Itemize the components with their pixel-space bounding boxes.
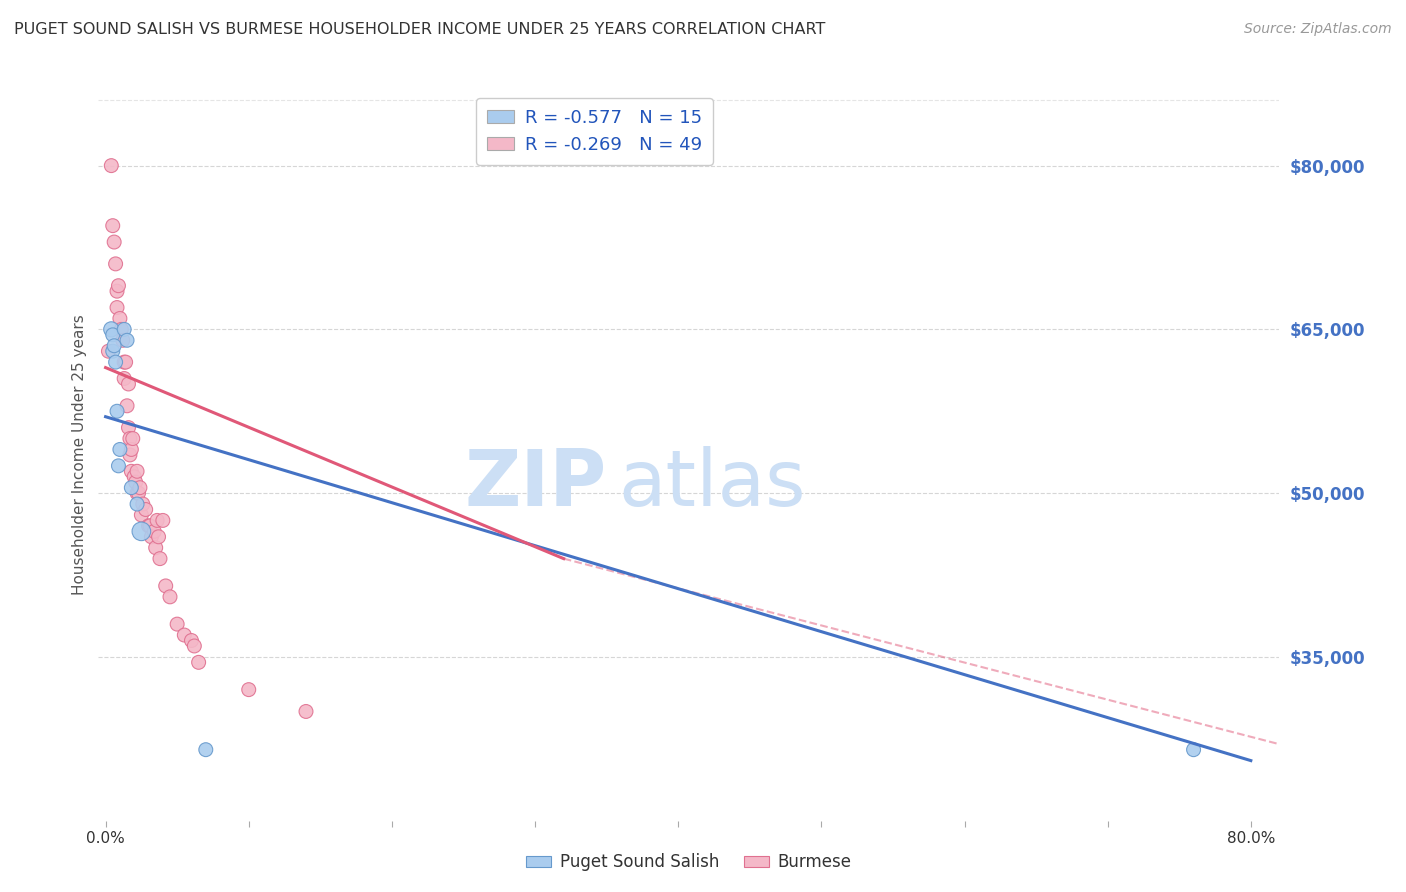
Point: [108, 442, 131, 457]
Point: [135, 502, 157, 516]
Point: [101, 327, 124, 342]
Point: [159, 590, 181, 604]
Point: [125, 497, 148, 511]
Point: [138, 519, 160, 533]
Point: [295, 705, 318, 719]
Point: [115, 399, 138, 413]
Point: [105, 284, 128, 298]
Point: [166, 617, 188, 632]
Y-axis label: Householder Income Under 25 years: Householder Income Under 25 years: [72, 315, 87, 595]
Point: [131, 508, 153, 522]
Point: [107, 458, 129, 473]
Point: [1182, 742, 1205, 756]
Point: [125, 464, 148, 478]
Point: [143, 524, 166, 539]
Point: [122, 469, 145, 483]
Point: [141, 530, 163, 544]
Point: [103, 235, 125, 249]
Point: [120, 442, 142, 457]
Point: [139, 519, 162, 533]
Text: atlas: atlas: [619, 446, 806, 522]
Point: [125, 486, 148, 500]
Point: [155, 579, 177, 593]
Point: [100, 322, 122, 336]
Point: [146, 513, 169, 527]
Point: [132, 497, 155, 511]
Point: [105, 301, 128, 315]
Point: [118, 448, 141, 462]
Point: [152, 513, 174, 527]
Point: [114, 355, 136, 369]
Point: [112, 355, 135, 369]
Point: [110, 322, 132, 336]
Text: PUGET SOUND SALISH VS BURMESE HOUSEHOLDER INCOME UNDER 25 YEARS CORRELATION CHAR: PUGET SOUND SALISH VS BURMESE HOUSEHOLDE…: [14, 22, 825, 37]
Point: [183, 639, 205, 653]
Point: [180, 633, 202, 648]
Point: [121, 432, 143, 446]
Point: [107, 278, 129, 293]
Text: Source: ZipAtlas.com: Source: ZipAtlas.com: [1244, 22, 1392, 37]
Point: [120, 481, 142, 495]
Point: [112, 322, 135, 336]
Point: [111, 333, 134, 347]
Point: [117, 420, 139, 434]
Point: [149, 551, 172, 566]
Point: [131, 524, 153, 539]
Point: [104, 257, 127, 271]
Point: [173, 628, 195, 642]
Point: [120, 464, 142, 478]
Point: [194, 742, 217, 756]
Point: [238, 682, 260, 697]
Point: [117, 376, 139, 391]
Point: [108, 311, 131, 326]
Legend: Puget Sound Salish, Burmese: Puget Sound Salish, Burmese: [520, 847, 858, 878]
Point: [101, 219, 124, 233]
Point: [101, 344, 124, 359]
Text: ZIP: ZIP: [464, 446, 606, 522]
Point: [97, 344, 120, 359]
Point: [100, 159, 122, 173]
Point: [148, 530, 170, 544]
Point: [124, 475, 146, 490]
Point: [103, 339, 125, 353]
Point: [104, 355, 127, 369]
Point: [105, 404, 128, 418]
Point: [145, 541, 167, 555]
Point: [128, 486, 150, 500]
Point: [187, 656, 209, 670]
Point: [129, 481, 152, 495]
Point: [118, 432, 141, 446]
Point: [112, 371, 135, 385]
Point: [115, 333, 138, 347]
